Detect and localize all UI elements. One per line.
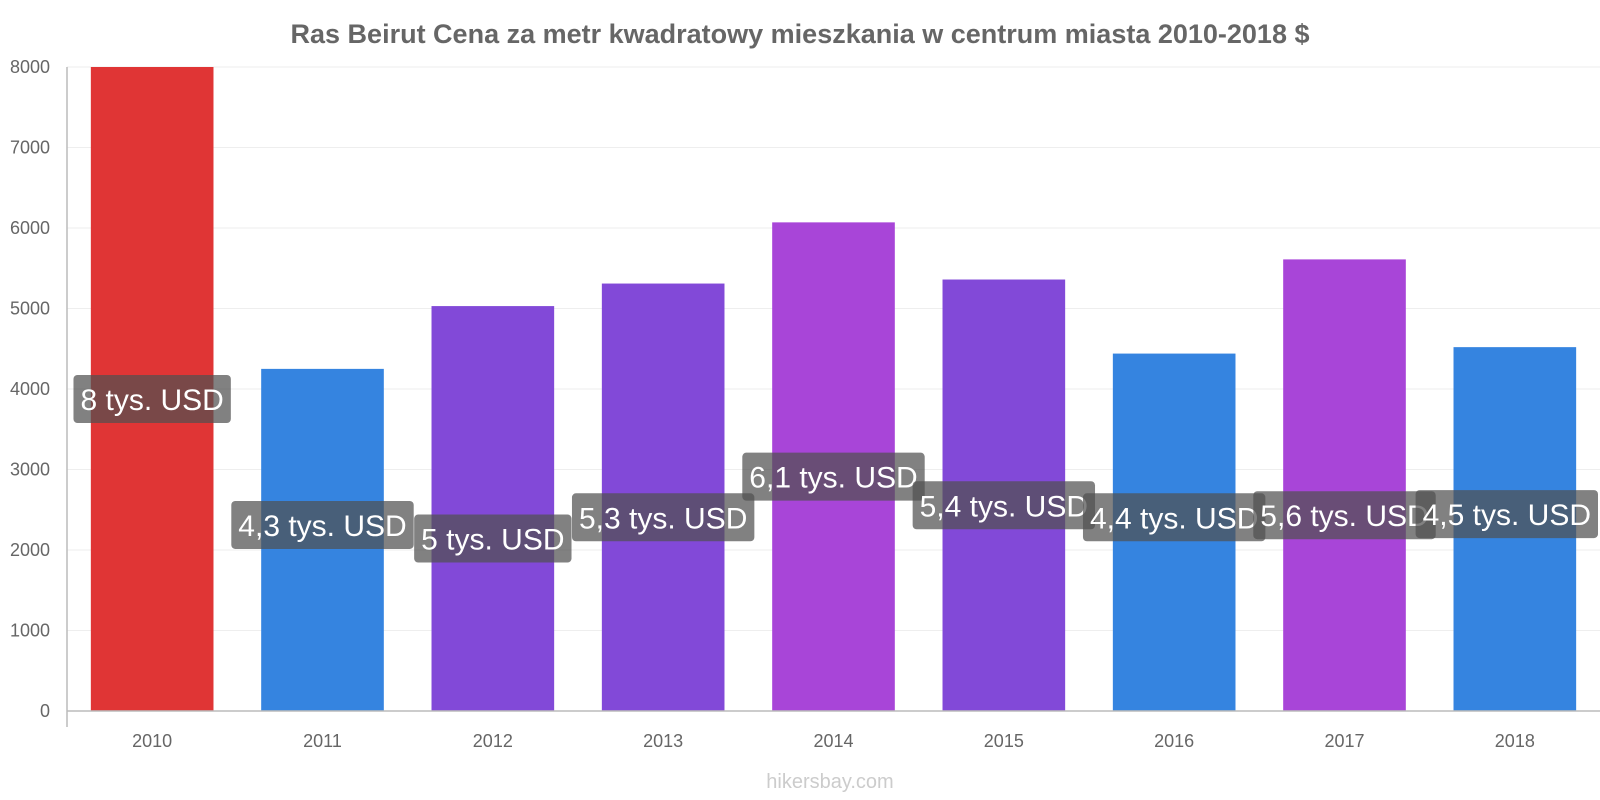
- data-label-text: 4,4 tys. USD: [1090, 502, 1258, 535]
- data-labels: 8 tys. USD 4,3 tys. USD 5 tys. USD 5,3 tys.…: [73, 375, 1598, 563]
- data-label-bg: [1082, 493, 1266, 542]
- bar-2012: [431, 306, 555, 711]
- y-tick-label: 6000: [10, 218, 50, 238]
- x-axis: 2010 2011 2012 2013 2014 2015 2016 2017 2018: [67, 710, 1600, 751]
- y-axis: 0 1000 2000 3000 4000 5000 6000 7000 8000: [10, 57, 68, 727]
- data-label-text: 5,6 tys. USD: [1260, 500, 1428, 533]
- x-tick-label: 2016: [1154, 731, 1194, 751]
- data-label-bg: [73, 375, 231, 423]
- data-label-text: 4,5 tys. USD: [1423, 499, 1591, 532]
- bar-2017: [1283, 259, 1406, 711]
- chart-title: Ras Beirut Cena za metr kwadratowy miesz…: [291, 19, 1310, 49]
- data-label-text: 5 tys. USD: [421, 524, 564, 557]
- data-label-2013: 5,3 tys. USD: [571, 493, 755, 542]
- data-label-2011: 4,3 tys. USD: [231, 500, 414, 549]
- y-tick-label: 0: [40, 701, 50, 721]
- x-tick-label: 2010: [132, 731, 172, 751]
- y-tick-label: 4000: [10, 379, 50, 399]
- data-label-2012: 5 tys. USD: [414, 514, 572, 563]
- data-label-2018: 4,5 tys. USD: [1415, 490, 1598, 539]
- data-label-2014: 6,1 tys. USD: [742, 452, 925, 501]
- x-tick-label: 2015: [984, 731, 1024, 751]
- data-label-2015: 5,4 tys. USD: [912, 481, 1096, 530]
- y-tick-label: 3000: [10, 460, 50, 480]
- data-label-bg: [912, 481, 1096, 530]
- watermark: hikersbay.com: [766, 771, 893, 793]
- data-label-text: 5,3 tys. USD: [579, 502, 747, 535]
- data-label-bg: [571, 493, 755, 542]
- data-label-bg: [1415, 490, 1598, 539]
- x-tick-label: 2014: [813, 731, 853, 751]
- y-tick-label: 1000: [10, 621, 50, 641]
- data-label-2016: 4,4 tys. USD: [1082, 493, 1266, 542]
- data-label-text: 8 tys. USD: [80, 384, 223, 417]
- x-tick-label: 2017: [1324, 731, 1364, 751]
- y-tick-label: 8000: [10, 57, 50, 77]
- y-tick-label: 7000: [10, 138, 50, 158]
- x-tick-label: 2012: [473, 731, 513, 751]
- x-tick-label: 2018: [1495, 731, 1535, 751]
- data-label-bg: [742, 452, 925, 501]
- data-label-text: 4,3 tys. USD: [238, 510, 406, 543]
- x-tick-label: 2011: [303, 731, 342, 751]
- data-label-bg: [231, 500, 414, 549]
- data-label-bg: [1253, 491, 1436, 540]
- data-label-text: 6,1 tys. USD: [749, 462, 917, 495]
- data-label-text: 5,4 tys. USD: [920, 490, 1088, 523]
- x-tick-label: 2013: [643, 731, 683, 751]
- data-label-2010: 8 tys. USD: [73, 375, 231, 423]
- bars: [90, 67, 1577, 712]
- y-tick-label: 2000: [10, 540, 50, 560]
- data-label-bg: [414, 514, 572, 563]
- y-tick-label: 5000: [10, 299, 50, 319]
- data-label-2017: 5,6 tys. USD: [1253, 491, 1436, 540]
